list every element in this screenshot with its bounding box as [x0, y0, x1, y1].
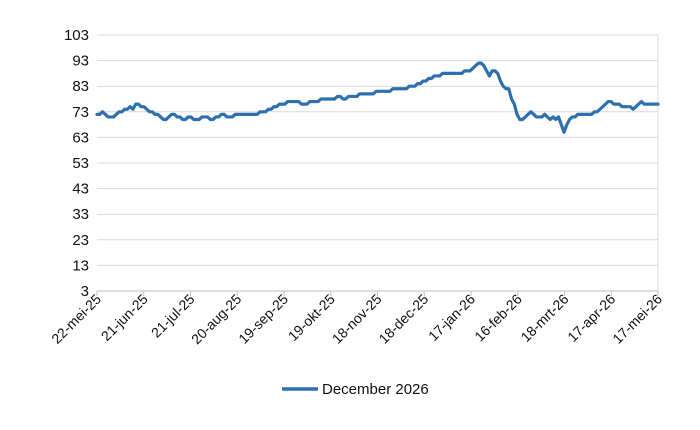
x-tick-label: 18-mrt-26: [517, 291, 571, 345]
y-tick-label: 73: [72, 104, 89, 121]
x-tick-label: 19-sep-25: [235, 291, 291, 347]
x-tick-label: 17-jan-26: [425, 291, 478, 344]
x-axis-ticks: 22-mei-2521-jun-2521-jul-2520-aug-2519-s…: [48, 291, 665, 348]
x-tick-label: 16-feb-26: [471, 291, 525, 345]
y-tick-label: 33: [72, 206, 89, 223]
series-line-december-2026: [95, 61, 660, 134]
y-tick-label: 103: [64, 27, 89, 44]
gridlines: [97, 34, 659, 291]
y-tick-label: 93: [72, 53, 89, 70]
legend: December 2026: [282, 381, 429, 398]
x-tick-label: 17-mei-26: [609, 291, 665, 347]
y-tick-label: 53: [72, 155, 89, 172]
x-tick-label: 18-dec-25: [375, 291, 431, 347]
x-tick-label: 21-jun-25: [98, 291, 151, 344]
x-tick-label: 20-aug-25: [188, 291, 245, 348]
y-tick-label: 3: [81, 283, 89, 300]
y-tick-label: 43: [72, 181, 89, 198]
y-tick-label: 83: [72, 78, 89, 95]
y-tick-label: 23: [72, 232, 89, 249]
y-tick-label: 13: [72, 257, 89, 274]
y-axis-ticks: 3 13 23 33 43 53 63 73 83 93 103: [64, 27, 89, 300]
legend-label: December 2026: [322, 381, 429, 398]
x-tick-label: 18-nov-25: [329, 291, 385, 347]
x-tick-label: 22-mei-25: [48, 291, 104, 347]
y-tick-label: 63: [72, 129, 89, 146]
